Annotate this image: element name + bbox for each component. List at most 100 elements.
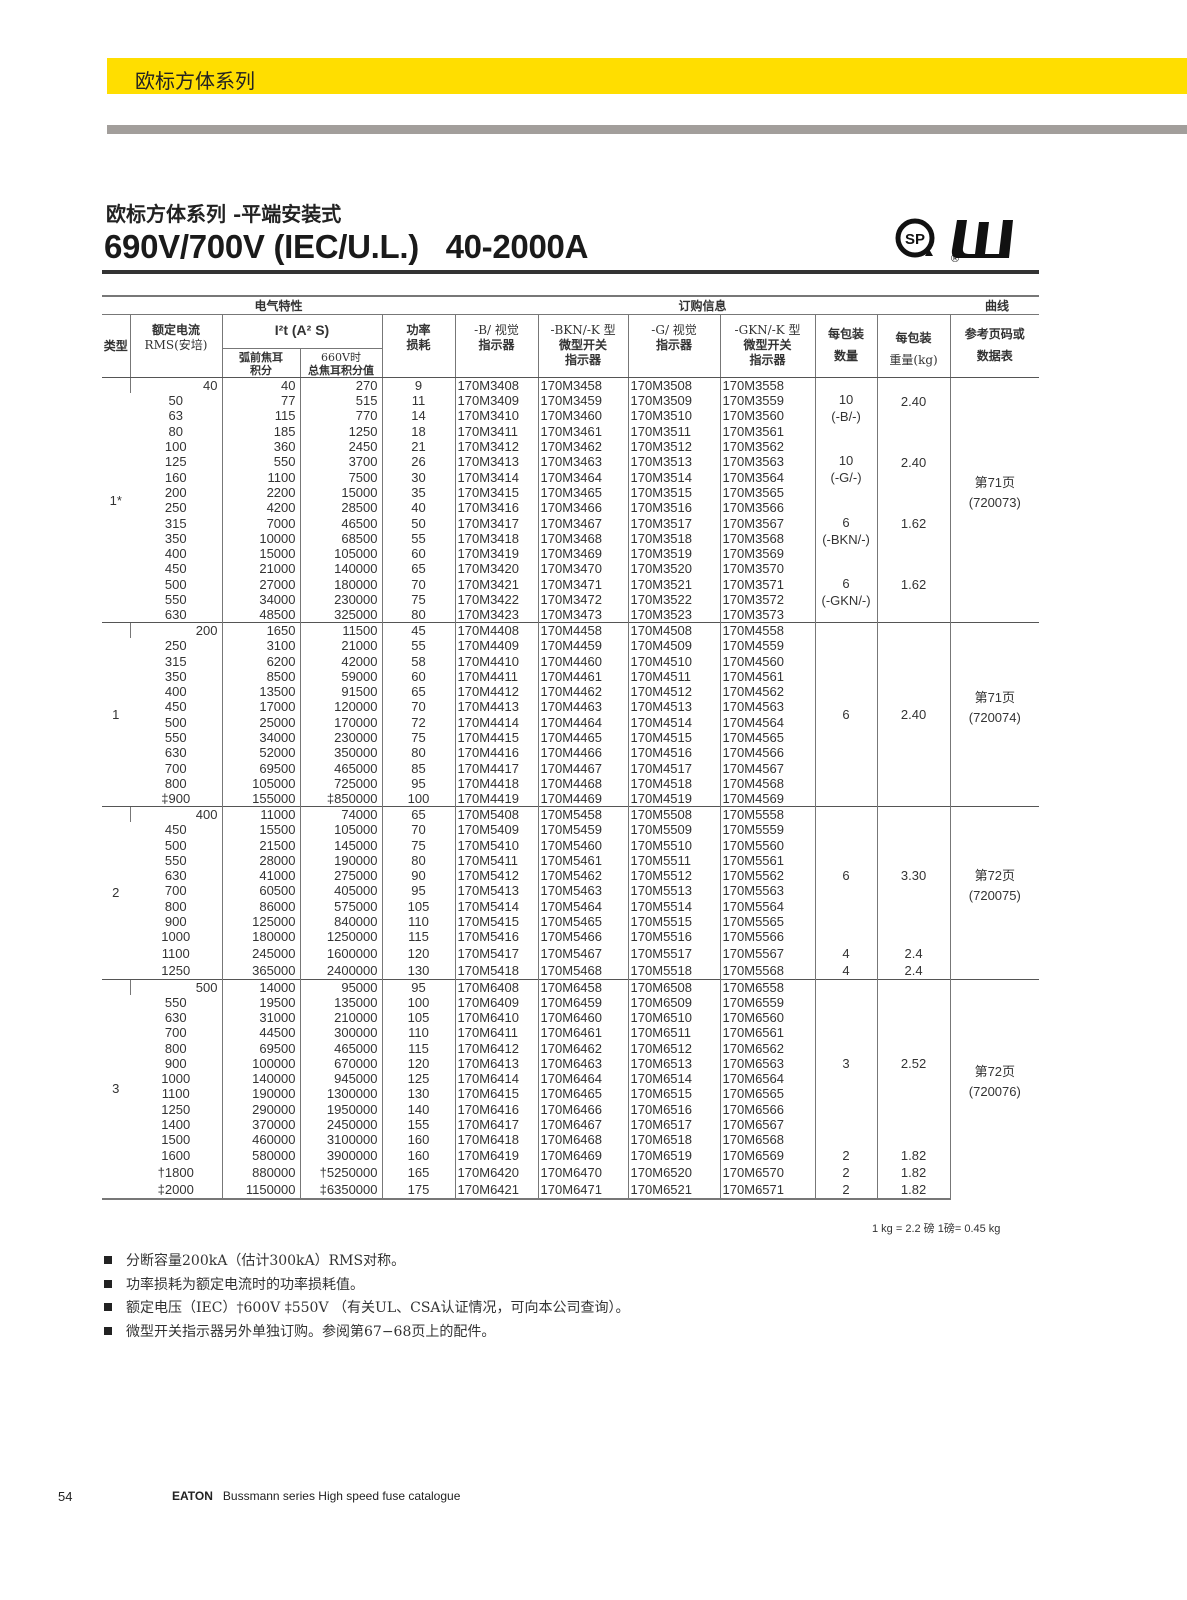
part-g: 170M6508: [627, 978, 721, 995]
part-bkn: 170M5463: [537, 883, 629, 899]
part-gkn: 170M5563: [719, 883, 816, 899]
part-b: 170M6417: [454, 1116, 539, 1133]
part-bkn: 170M5465: [537, 913, 629, 930]
power-loss: 70: [381, 699, 456, 715]
part-gkn: 170M3571: [719, 576, 816, 592]
pre-arc-i2t: 48500: [221, 607, 300, 623]
part-g: 170M6514: [627, 1070, 721, 1087]
table-row: 3 500 14000 95000 95 170M6408 170M6458 170M6508…: [102, 978, 1040, 1201]
part-gkn: 170M4563: [719, 699, 816, 715]
power-loss: 90: [381, 868, 456, 884]
table-row: 315 7000 46500 50 170M3417 170M3467 170M3517 17…: [102, 515, 1039, 531]
pack-weight: 1.82: [876, 1181, 951, 1201]
part-g: 170M4510: [627, 653, 721, 669]
table-row: 900 125000 840000 110 170M5415 170M5465 170M55…: [102, 913, 1039, 930]
power-loss: 75: [381, 729, 456, 746]
reference-page: 第71页 (720074): [949, 622, 1040, 807]
power-loss: 70: [381, 822, 456, 838]
power-loss: 140: [381, 1101, 456, 1117]
pack-weight: 2.4: [876, 944, 951, 962]
header-i2t: I²t (A² S): [221, 314, 382, 349]
table-row: ‡900 155000 ‡850000 100 170M4419 170M4469 170M…: [102, 791, 1039, 807]
part-gkn: 170M3563: [719, 454, 816, 470]
part-bkn: 170M3463: [537, 454, 629, 470]
part-gkn: 170M5560: [719, 837, 816, 853]
part-g: 170M3511: [627, 423, 721, 439]
note-item: 功率损耗为额定电流时的功率损耗值。: [104, 1274, 630, 1298]
rated-current: 630: [164, 745, 187, 761]
table-row: 250 3100 21000 55 170M4409 170M4459 170M4509 17…: [102, 638, 1039, 654]
table-row: 400 15000 105000 60 170M3419 170M3469 170M3519…: [102, 545, 1039, 562]
page-title: 690V/700V (IEC/U.L.) 40-2000A: [104, 228, 589, 265]
total-i2t: 2450: [299, 438, 382, 455]
table-row: 630 48500 325000 80 170M3423 170M3473 170M3523…: [102, 607, 1039, 623]
part-bkn: 170M3461: [537, 423, 629, 439]
total-i2t: 2400000: [299, 961, 382, 979]
part-gkn: 170M6562: [719, 1040, 816, 1056]
part-gkn: 170M6558: [719, 978, 816, 995]
part-b: 170M3420: [454, 561, 539, 577]
total-i2t: 325000: [299, 607, 382, 623]
header-type: 类型: [102, 314, 130, 378]
pre-arc-i2t: 34000: [221, 729, 300, 746]
table-row: 1600 580000 3900000 160 170M6419 170M6469 170M…: [102, 1147, 1039, 1165]
rated-current: ‡900: [161, 791, 191, 807]
power-loss: 130: [381, 1086, 456, 1102]
part-b: 170M6421: [454, 1181, 539, 1201]
part-b: 170M3415: [454, 484, 539, 501]
table-row: 800 86000 575000 105 170M5414 170M5464 170M551…: [102, 898, 1039, 914]
part-bkn: 170M6462: [537, 1040, 629, 1056]
header-total-i2t: 660V时 总焦耳积分值: [299, 348, 382, 378]
pre-arc-i2t: 14000: [221, 978, 300, 995]
part-b: 170M5411: [454, 852, 539, 869]
total-i2t: 180000: [299, 576, 382, 592]
pre-arc-i2t: 21000: [221, 561, 300, 577]
table-row: 550 34000 230000 75 170M4415 170M4465 170M4515…: [102, 729, 1039, 746]
part-bkn: 170M4460: [537, 653, 629, 669]
part-b: 170M3417: [454, 515, 539, 531]
total-i2t: †5250000: [299, 1164, 382, 1182]
part-g: 170M3513: [627, 454, 721, 470]
part-b: 170M4412: [454, 684, 539, 700]
power-loss: 80: [381, 745, 456, 761]
page-subtitle: 欧标方体系列 -平端安装式: [106, 202, 342, 226]
total-i2t: 74000: [299, 806, 382, 823]
table-row: 2 400 11000 74000 65 170M5408 170M5458 170M5508…: [102, 806, 1040, 979]
power-loss: 55: [381, 530, 456, 546]
part-bkn: 170M4459: [537, 638, 629, 654]
table-row: 315 6200 42000 58 170M4410 170M4460 170M4510 17…: [102, 653, 1039, 669]
rated-current: 1000: [161, 929, 191, 945]
total-i2t: 300000: [299, 1025, 382, 1041]
pre-arc-i2t: 19500: [221, 994, 300, 1010]
power-loss: 70: [381, 576, 456, 592]
pack-weight: 2.52: [876, 978, 951, 1148]
part-gkn: 170M5567: [719, 944, 816, 962]
pre-arc-i2t: 290000: [221, 1101, 300, 1117]
part-gkn: 170M4564: [719, 714, 816, 730]
power-loss: 105: [381, 1009, 456, 1026]
rated-current: 700: [164, 883, 187, 899]
rated-current: 63: [168, 408, 183, 424]
power-loss: 85: [381, 760, 456, 776]
part-g: 170M6513: [627, 1055, 721, 1071]
power-loss: 65: [381, 561, 456, 577]
rated-current: 50: [168, 393, 183, 409]
power-loss: 100: [381, 791, 456, 807]
part-bkn: 170M6464: [537, 1070, 629, 1087]
note-item: 微型开关指示器另外单独订购。参阅第67−68页上的配件。: [104, 1321, 630, 1345]
part-bkn: 170M3470: [537, 561, 629, 577]
part-b: 170M5408: [454, 806, 539, 823]
part-b: 170M6416: [454, 1101, 539, 1117]
header-power-loss: 功率 损耗: [381, 314, 456, 378]
part-b: 170M3416: [454, 500, 539, 516]
pack-quantity: 2: [814, 1181, 878, 1201]
table-row: 800 105000 725000 95 170M4418 170M4468 170M451…: [102, 775, 1039, 792]
rated-current: 630: [164, 1009, 187, 1025]
pre-arc-i2t: 6200: [221, 653, 300, 669]
table-row: 350 8500 59000 60 170M4411 170M4461 170M4511 17…: [102, 668, 1039, 685]
part-b: 170M4416: [454, 745, 539, 761]
part-b: 170M5410: [454, 837, 539, 853]
pre-arc-i2t: 86000: [221, 898, 300, 914]
pack-weight: 1.82: [876, 1164, 951, 1182]
total-i2t: 7500: [299, 469, 382, 485]
